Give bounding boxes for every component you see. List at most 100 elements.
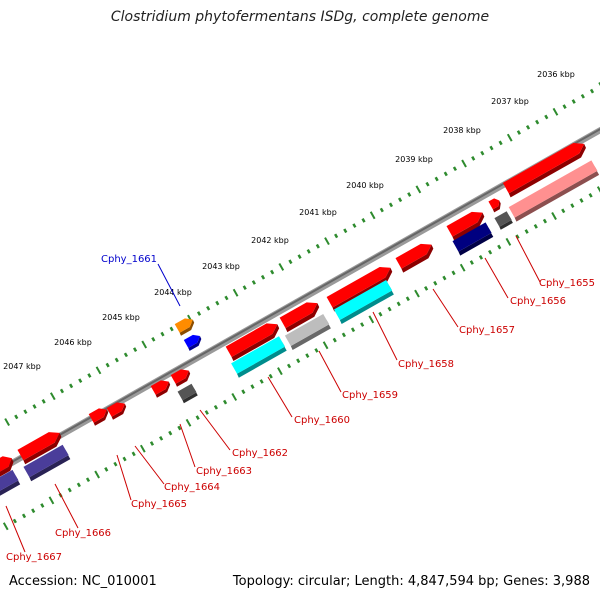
outer-tick: [498, 140, 503, 146]
gene-face: [452, 222, 492, 252]
outer-tick: [141, 340, 148, 349]
gene-label-text: Cphy_1656: [510, 296, 566, 307]
inner-tick: [396, 301, 401, 307]
outer-tick: [114, 357, 119, 363]
outer-tick: [87, 373, 92, 378]
gene-arrow: [0, 469, 21, 496]
outer-tick: [315, 243, 320, 249]
gene-side: [111, 403, 127, 420]
gene-arrow: [452, 222, 494, 256]
gene-label-text: Cphy_1660: [294, 415, 350, 426]
gene-label-cphy-1655: Cphy_1655: [515, 235, 595, 289]
inner-tick: [378, 311, 383, 317]
outer-tick: [324, 237, 330, 246]
gene-face: [183, 334, 200, 348]
outer-tick: [260, 274, 266, 280]
inner-tick: [459, 263, 466, 272]
inner-tick: [387, 306, 392, 312]
outer-tick: [571, 99, 576, 104]
gene-side: [0, 458, 14, 477]
leader-line: [199, 409, 231, 451]
outer-tick: [369, 211, 376, 220]
kbp-label: 2040 kbp: [346, 181, 384, 190]
gene-side: [285, 303, 320, 333]
kbp-label: 2046 kbp: [54, 338, 92, 347]
gene-label-text: Cphy_1662: [232, 448, 288, 459]
gene-side: [401, 244, 434, 273]
gene-face: [395, 243, 432, 269]
inner-tick: [2, 522, 9, 531]
map-title: Clostridium phytofermentans ISDg, comple…: [110, 9, 490, 25]
outer-tick: [535, 119, 540, 125]
inner-tick: [195, 415, 200, 421]
gene-face: [502, 143, 585, 194]
gene-side: [492, 200, 501, 213]
gene-label-text: Cphy_1665: [131, 499, 187, 510]
gene-side: [175, 370, 191, 387]
gene-label-cphy-1657: Cphy_1657: [432, 288, 515, 336]
gene-label-text: Cphy_1655: [539, 278, 595, 289]
inner-tick: [322, 341, 329, 350]
gene-arrow: [333, 280, 394, 324]
gene-side: [182, 388, 198, 404]
outer-tick: [224, 295, 229, 301]
inner-tick: [478, 255, 484, 260]
gene-arrow: [284, 313, 331, 351]
gene-arrow: [494, 211, 513, 230]
inner-tick: [405, 296, 410, 302]
outer-tick: [132, 347, 138, 353]
outer-tick: [480, 150, 485, 156]
gene-label-text: Cphy_1658: [398, 359, 454, 370]
gene-side: [237, 341, 287, 378]
gene-arrow: [183, 334, 202, 351]
gene-face: [446, 211, 483, 237]
leader-line: [179, 423, 196, 468]
inner-tick: [177, 425, 182, 431]
kbp-label: 2042 kbp: [251, 236, 289, 245]
gene-arrow: [395, 243, 434, 273]
inner-tick: [414, 289, 420, 298]
outer-tick: [580, 93, 585, 99]
gene-label-cphy-1667: Cphy_1667: [5, 505, 62, 563]
gene-label-cphy-1665: Cphy_1665: [116, 454, 187, 510]
kbp-tick-ring: 2036 kbp 2037 kbp 2038 kbp 2039 kbp 2040 kbp…: [0, 70, 600, 531]
gene-arrow: [106, 402, 127, 420]
outer-tick: [461, 159, 467, 168]
inner-tick: [213, 404, 219, 410]
outer-tick: [544, 114, 549, 120]
outer-tick: [443, 171, 448, 177]
leader-line: [134, 445, 165, 485]
gene-arrow: [150, 380, 171, 398]
inner-tick: [588, 192, 593, 198]
leader-line: [432, 288, 459, 328]
gene-face: [150, 380, 169, 395]
inner-tick: [85, 477, 91, 483]
gene-arrow: [279, 302, 320, 333]
gene-label-cphy-1660: Cphy_1660: [267, 376, 350, 426]
outer-tick: [251, 280, 256, 285]
outer-tick: [361, 218, 366, 223]
inner-tick: [168, 430, 173, 436]
gene-label-text: Cphy_1659: [342, 390, 398, 401]
outer-tick: [32, 404, 37, 409]
inner-tick: [561, 208, 566, 214]
outer-tick: [471, 155, 476, 161]
inner-tick: [286, 363, 292, 369]
gene-arrow: [17, 432, 62, 465]
inner-tick: [368, 315, 375, 324]
inner-tick: [277, 367, 283, 376]
gene-label-text: Cphy_1661: [101, 254, 157, 265]
gene-label-text: Cphy_1657: [459, 325, 515, 336]
gene-side: [179, 319, 195, 336]
outer-tick: [196, 311, 202, 316]
gene-arrow: [225, 323, 280, 362]
inner-tick: [241, 389, 246, 395]
inner-tick: [551, 212, 557, 220]
outer-tick: [278, 262, 285, 271]
inner-tick: [469, 260, 474, 265]
inner-tick: [139, 444, 146, 453]
outer-tick: [288, 259, 293, 265]
inner-tick: [314, 348, 319, 353]
kbp-label: 2038 kbp: [443, 126, 481, 135]
outer-tick: [151, 336, 156, 342]
